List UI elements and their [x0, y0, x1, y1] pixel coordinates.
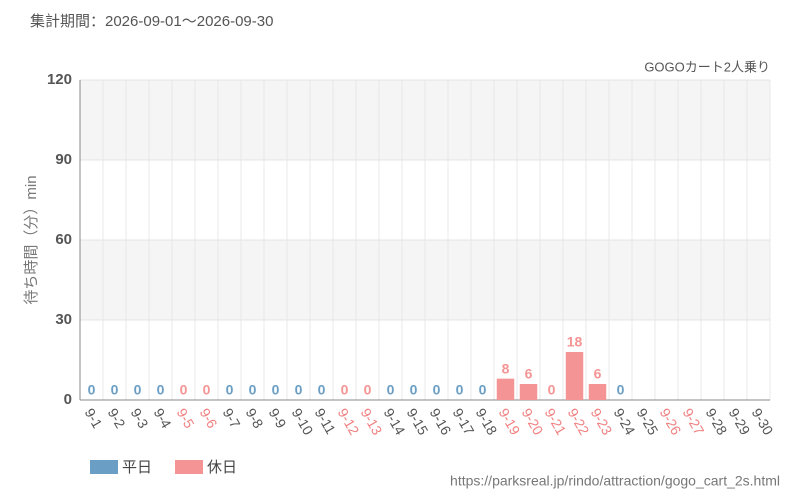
- bar: [519, 384, 538, 400]
- x-tick-label: 9-20: [519, 405, 547, 437]
- x-tick-label: 9-3: [128, 405, 152, 431]
- data-label: 0: [249, 382, 257, 398]
- x-tick-label: 9-7: [220, 405, 244, 431]
- data-label: 0: [410, 382, 418, 398]
- x-tick-label: 9-4: [151, 405, 175, 431]
- data-label: 0: [134, 382, 142, 398]
- data-label: 0: [387, 382, 395, 398]
- data-label: 0: [295, 382, 303, 398]
- data-label: 0: [226, 382, 234, 398]
- x-tick-label: 9-19: [496, 405, 524, 437]
- x-tick-label: 9-15: [404, 405, 432, 437]
- legend-label: 休日: [207, 459, 237, 476]
- x-tick-label: 9-25: [634, 405, 662, 437]
- data-label: 0: [318, 382, 326, 398]
- x-tick-label: 9-30: [749, 405, 777, 437]
- x-tick-label: 9-23: [588, 405, 616, 437]
- x-tick-label: 9-11: [312, 405, 339, 437]
- data-label: 0: [479, 382, 487, 398]
- legend-label: 平日: [122, 459, 152, 476]
- x-tick-label: 9-27: [680, 405, 708, 437]
- data-label: 0: [433, 382, 441, 398]
- data-label: 0: [364, 382, 372, 398]
- bar: [588, 384, 607, 400]
- y-tick-label: 0: [64, 391, 72, 408]
- data-label: 6: [525, 366, 533, 382]
- x-tick-label: 9-14: [381, 405, 409, 437]
- x-tick-label: 9-1: [82, 405, 106, 431]
- data-label: 0: [617, 382, 625, 398]
- y-tick-label: 90: [55, 151, 72, 168]
- x-tick-label: 9-12: [335, 405, 363, 437]
- x-tick-label: 9-13: [358, 405, 386, 437]
- x-tick-label: 9-22: [565, 405, 593, 437]
- x-tick-label: 9-2: [105, 405, 129, 431]
- x-tick-label: 9-8: [243, 405, 267, 431]
- data-label: 0: [341, 382, 349, 398]
- bar: [496, 378, 515, 400]
- x-tick-label: 9-24: [611, 405, 639, 437]
- data-label: 0: [180, 382, 188, 398]
- y-tick-label: 60: [55, 231, 72, 248]
- y-axis-label: 待ち時間（分）min: [23, 175, 40, 304]
- x-tick-label: 9-26: [657, 405, 685, 437]
- data-label: 0: [157, 382, 165, 398]
- data-label: 0: [456, 382, 464, 398]
- chart-title: 集計期間：2026-09-01～2026-09-30: [30, 13, 273, 30]
- data-label: 0: [548, 382, 556, 398]
- y-tick-label: 30: [55, 311, 72, 328]
- bar: [565, 352, 584, 400]
- data-label: 0: [203, 382, 211, 398]
- x-tick-label: 9-16: [427, 405, 455, 437]
- data-label: 0: [272, 382, 280, 398]
- legend-swatch: [175, 460, 203, 474]
- x-tick-label: 9-5: [174, 405, 198, 431]
- x-tick-label: 9-17: [450, 405, 478, 437]
- data-label: 0: [111, 382, 119, 398]
- data-label: 0: [88, 382, 96, 398]
- data-label: 6: [594, 366, 602, 382]
- data-label: 18: [567, 334, 583, 350]
- x-tick-label: 9-9: [266, 405, 290, 431]
- x-tick-label: 9-29: [726, 405, 754, 437]
- x-tick-label: 9-21: [542, 405, 570, 437]
- legend-swatch: [90, 460, 118, 474]
- source-url: https://parksreal.jp/rindo/attraction/go…: [450, 473, 780, 489]
- x-tick-label: 9-28: [703, 405, 731, 437]
- data-label: 8: [502, 360, 510, 376]
- x-tick-label: 9-6: [197, 405, 221, 431]
- x-tick-label: 9-18: [473, 405, 501, 437]
- x-tick-label: 9-10: [289, 405, 317, 437]
- y-tick-label: 120: [47, 71, 72, 88]
- chart-subtitle: GOGOカート2人乗り: [644, 59, 770, 74]
